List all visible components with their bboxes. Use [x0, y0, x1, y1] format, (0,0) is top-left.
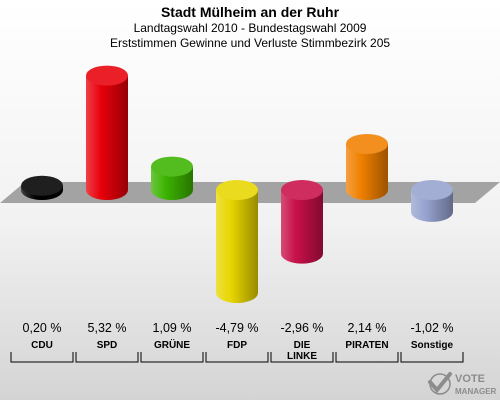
value-label: 5,32 % [88, 321, 127, 335]
bar-body [216, 190, 258, 303]
bar-body [281, 190, 323, 264]
bar-piraten [346, 133, 388, 200]
bar-cap [216, 180, 258, 200]
category-label: PIRATEN [345, 340, 388, 351]
category-bracket [75, 352, 139, 363]
category-label: SPD [97, 340, 118, 351]
value-label: -2,96 % [280, 321, 323, 335]
category-bracket [335, 352, 399, 363]
labels-layer: 0,20 % CDU 5,32 % SPD 1,09 % GRÜNE -4,79 % FDP -… [10, 321, 464, 363]
category-bracket [270, 352, 334, 363]
bar-fdp [216, 180, 258, 303]
category-bracket [10, 352, 74, 363]
bar-cap [86, 65, 128, 86]
category-bracket [205, 352, 269, 363]
chart-subtitle-election: Landtagswahl 2010 - Bundestagswahl 2009 [133, 21, 367, 35]
value-label: -4,79 % [215, 321, 258, 335]
bar-spd [86, 65, 128, 200]
bar-sonstige [411, 180, 453, 222]
chart-title: Stadt Mülheim an der Ruhr [160, 4, 340, 20]
logo-text-vote: VOTE [455, 373, 485, 385]
category-label: CDU [31, 340, 53, 351]
bar-die-linke [281, 180, 323, 264]
bar-body [86, 75, 128, 200]
chart-subtitle-district: Erststimmen Gewinne und Verluste Stimmbe… [109, 36, 391, 50]
category-label: Sonstige [411, 340, 454, 351]
checkmark-icon [428, 372, 452, 395]
bar-grüne [151, 156, 193, 200]
value-label: 2,14 % [348, 321, 387, 335]
bar-cap [346, 133, 388, 154]
bars-layer [21, 65, 453, 303]
bar-cdu [21, 175, 63, 200]
bar-cap [411, 180, 453, 200]
category-label: DIE LINKE [287, 340, 317, 362]
category-bracket [400, 352, 464, 363]
vote-manager-logo: VOTE MANAGER [428, 372, 497, 396]
bar-cap [281, 180, 323, 200]
value-label: -1,02 % [410, 321, 453, 335]
logo-text-manager: MANAGER [455, 387, 497, 396]
value-label: 0,20 % [23, 321, 62, 335]
category-label: FDP [227, 340, 247, 351]
category-bracket [140, 352, 204, 363]
bar-cap [21, 175, 63, 196]
category-label: GRÜNE [154, 338, 190, 351]
bar-cap [151, 156, 193, 177]
chart-header: Stadt Mülheim an der Ruhr Landtagswahl 2… [0, 4, 500, 51]
bar-body [346, 143, 388, 200]
value-label: 1,09 % [153, 321, 192, 335]
